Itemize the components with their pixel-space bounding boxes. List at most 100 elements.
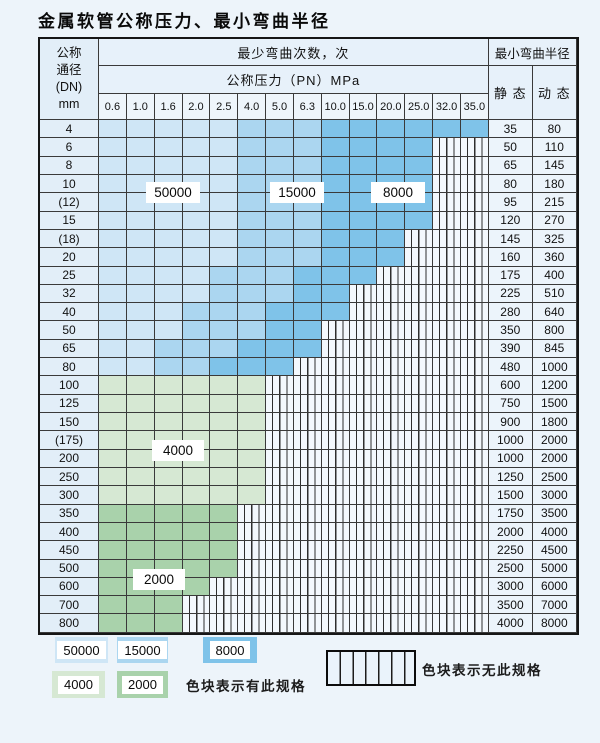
spec-cell-unavailable	[266, 577, 294, 597]
spec-cell-available	[126, 120, 155, 139]
spec-cell-unavailable	[433, 174, 461, 194]
spec-cell-unavailable	[321, 431, 350, 450]
spec-cell-unavailable	[460, 321, 489, 340]
dynamic-radius-value: 2000	[532, 449, 577, 468]
spec-cell-available	[154, 211, 183, 230]
spec-cell-unavailable	[266, 559, 294, 578]
spec-cell-available	[266, 138, 294, 157]
spec-cell-available	[321, 229, 350, 249]
spec-cell-available	[238, 138, 267, 157]
spec-cell-available	[154, 284, 183, 304]
spec-cell-available	[154, 266, 183, 285]
dynamic-radius-value: 1800	[532, 413, 577, 432]
spec-cell-unavailable	[433, 248, 461, 267]
spec-cell-unavailable	[460, 522, 489, 542]
cycle-count-label: 4000	[152, 439, 204, 461]
spec-cell-unavailable	[321, 339, 350, 359]
spec-cell-available	[349, 120, 378, 139]
spec-cell-available	[321, 193, 350, 212]
legend-swatch-label: 4000	[58, 675, 99, 694]
spec-cell-available	[99, 504, 127, 523]
spec-cell-unavailable	[377, 577, 406, 597]
spec-cell-unavailable	[266, 394, 294, 413]
dynamic-radius-value: 640	[532, 303, 577, 322]
static-header: 静 态	[488, 66, 533, 120]
legend-swatch: 4000	[52, 671, 105, 698]
spec-cell-available	[182, 229, 211, 249]
spec-cell-available	[460, 120, 489, 139]
static-radius-value: 160	[488, 248, 533, 267]
spec-cell-available	[238, 339, 267, 359]
spec-cell-unavailable	[210, 577, 239, 597]
spec-cell-available	[99, 577, 127, 597]
spec-cell-unavailable	[377, 467, 406, 487]
spec-cell-unavailable	[405, 541, 434, 560]
spec-cell-unavailable	[349, 541, 378, 560]
pressure-col-label: 1.0	[126, 94, 155, 120]
spec-cell-available	[182, 248, 211, 267]
dn-cell: 125	[40, 394, 99, 413]
spec-cell-unavailable	[293, 596, 322, 615]
legend-swatch-label: 2000	[122, 675, 163, 694]
spec-cell-unavailable	[266, 522, 294, 542]
dn-cell: 40	[40, 303, 99, 322]
spec-cell-available	[238, 193, 267, 212]
spec-cell-available	[377, 211, 406, 230]
dn-cell: 250	[40, 467, 99, 487]
spec-cell-available	[238, 431, 267, 450]
static-radius-value: 2000	[488, 522, 533, 542]
cycle-count-label: 50000	[146, 181, 200, 203]
spec-cell-unavailable	[377, 504, 406, 523]
spec-cell-unavailable	[405, 394, 434, 413]
spec-cell-available	[210, 248, 239, 267]
dn-cell: 700	[40, 596, 99, 615]
cycle-count-label: 15000	[270, 181, 324, 203]
spec-cell-unavailable	[405, 522, 434, 542]
spec-cell-available	[293, 120, 322, 139]
dn-cell: 200	[40, 449, 99, 468]
spec-cell-unavailable	[460, 284, 489, 304]
spec-cell-available	[99, 321, 127, 340]
dn-cell: 20	[40, 248, 99, 267]
spec-cell-unavailable	[460, 376, 489, 395]
spec-cell-available	[266, 248, 294, 267]
spec-cell-available	[210, 522, 239, 542]
spec-cell-available	[182, 156, 211, 175]
static-radius-value: 480	[488, 358, 533, 377]
spec-cell-available	[182, 358, 211, 377]
spec-cell-available	[377, 120, 406, 139]
spec-cell-available	[293, 321, 322, 340]
spec-cell-available	[182, 120, 211, 139]
pressure-col-label: 25.0	[405, 94, 434, 120]
spec-cell-unavailable	[405, 431, 434, 450]
dn-cell: 300	[40, 486, 99, 505]
spec-cell-unavailable	[405, 229, 434, 249]
spec-cell-unavailable	[377, 266, 406, 285]
spec-cell-available	[154, 321, 183, 340]
spec-cell-available	[321, 303, 350, 322]
spec-cell-available	[293, 229, 322, 249]
static-radius-value: 120	[488, 211, 533, 230]
spec-cell-available	[377, 248, 406, 267]
spec-cell-unavailable	[405, 248, 434, 267]
dn-cell: 6	[40, 138, 99, 157]
static-radius-value: 1500	[488, 486, 533, 505]
spec-cell-available	[154, 541, 183, 560]
spec-cell-unavailable	[433, 559, 461, 578]
spec-cell-available	[238, 266, 267, 285]
dn-cell: (18)	[40, 229, 99, 249]
spec-cell-available	[126, 284, 155, 304]
spec-cell-unavailable	[349, 486, 378, 505]
spec-cell-available	[99, 138, 127, 157]
spec-cell-unavailable	[460, 229, 489, 249]
spec-cell-available	[293, 266, 322, 285]
spec-cell-unavailable	[349, 339, 378, 359]
dn-cell: 80	[40, 358, 99, 377]
spec-cell-available	[99, 284, 127, 304]
spec-cell-unavailable	[377, 614, 406, 633]
spec-cell-available	[210, 266, 239, 285]
spec-cell-available	[126, 596, 155, 615]
spec-cell-unavailable	[238, 614, 267, 633]
spec-cell-available	[154, 486, 183, 505]
spec-cell-unavailable	[266, 614, 294, 633]
